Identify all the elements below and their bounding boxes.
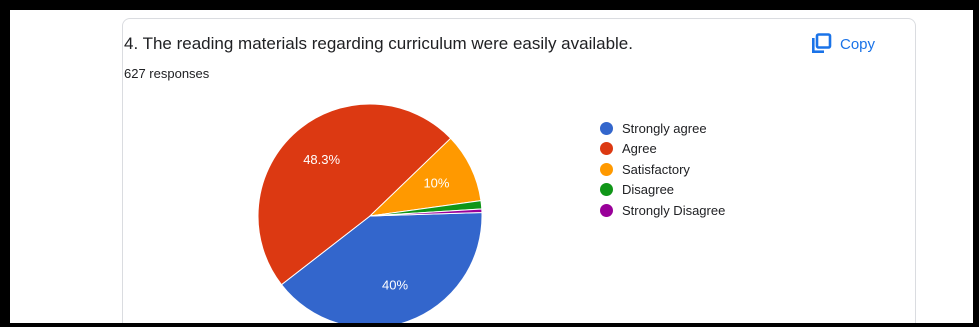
legend-item[interactable]: Disagree <box>600 180 725 201</box>
copy-label: Copy <box>840 35 876 53</box>
pie-slice-strongly-disagree[interactable] <box>369 208 483 217</box>
legend-label: Satisfactory <box>622 161 690 177</box>
copy-button[interactable]: Copy <box>810 30 875 58</box>
legend-item[interactable]: Satisfactory <box>600 159 725 180</box>
chart-legend: Strongly agree Agree Satisfactory Disagree S… <box>600 118 725 221</box>
legend-item[interactable]: Strongly agree <box>600 118 725 139</box>
legend-label: Strongly Disagree <box>622 202 726 218</box>
legend-swatch <box>600 203 613 217</box>
pie-data-label: 40% <box>382 278 408 293</box>
pie-data-label: 48.3% <box>303 152 340 167</box>
legend-label: Agree <box>622 141 657 157</box>
pie-slice-agree[interactable] <box>257 103 452 286</box>
question-title: 4. The reading materials regarding curri… <box>124 34 633 53</box>
pie-slice-strongly-agree[interactable] <box>280 211 483 323</box>
legend-label: Disagree <box>622 182 675 198</box>
pie-data-label: 10% <box>423 176 449 191</box>
legend-swatch <box>600 183 613 197</box>
legend-item[interactable]: Agree <box>600 139 725 160</box>
copy-icon <box>810 33 832 55</box>
pie-chart: 40% 48.3% 10% <box>257 103 483 323</box>
legend-swatch <box>600 162 613 176</box>
response-count: 627 responses <box>124 66 210 81</box>
legend-label: Strongly agree <box>622 120 707 136</box>
screenshot-frame: 4. The reading materials regarding curri… <box>10 10 973 323</box>
legend-swatch <box>600 121 613 135</box>
question-card <box>122 18 916 323</box>
legend-item[interactable]: Strongly Disagree <box>600 200 725 221</box>
legend-swatch <box>600 142 613 156</box>
